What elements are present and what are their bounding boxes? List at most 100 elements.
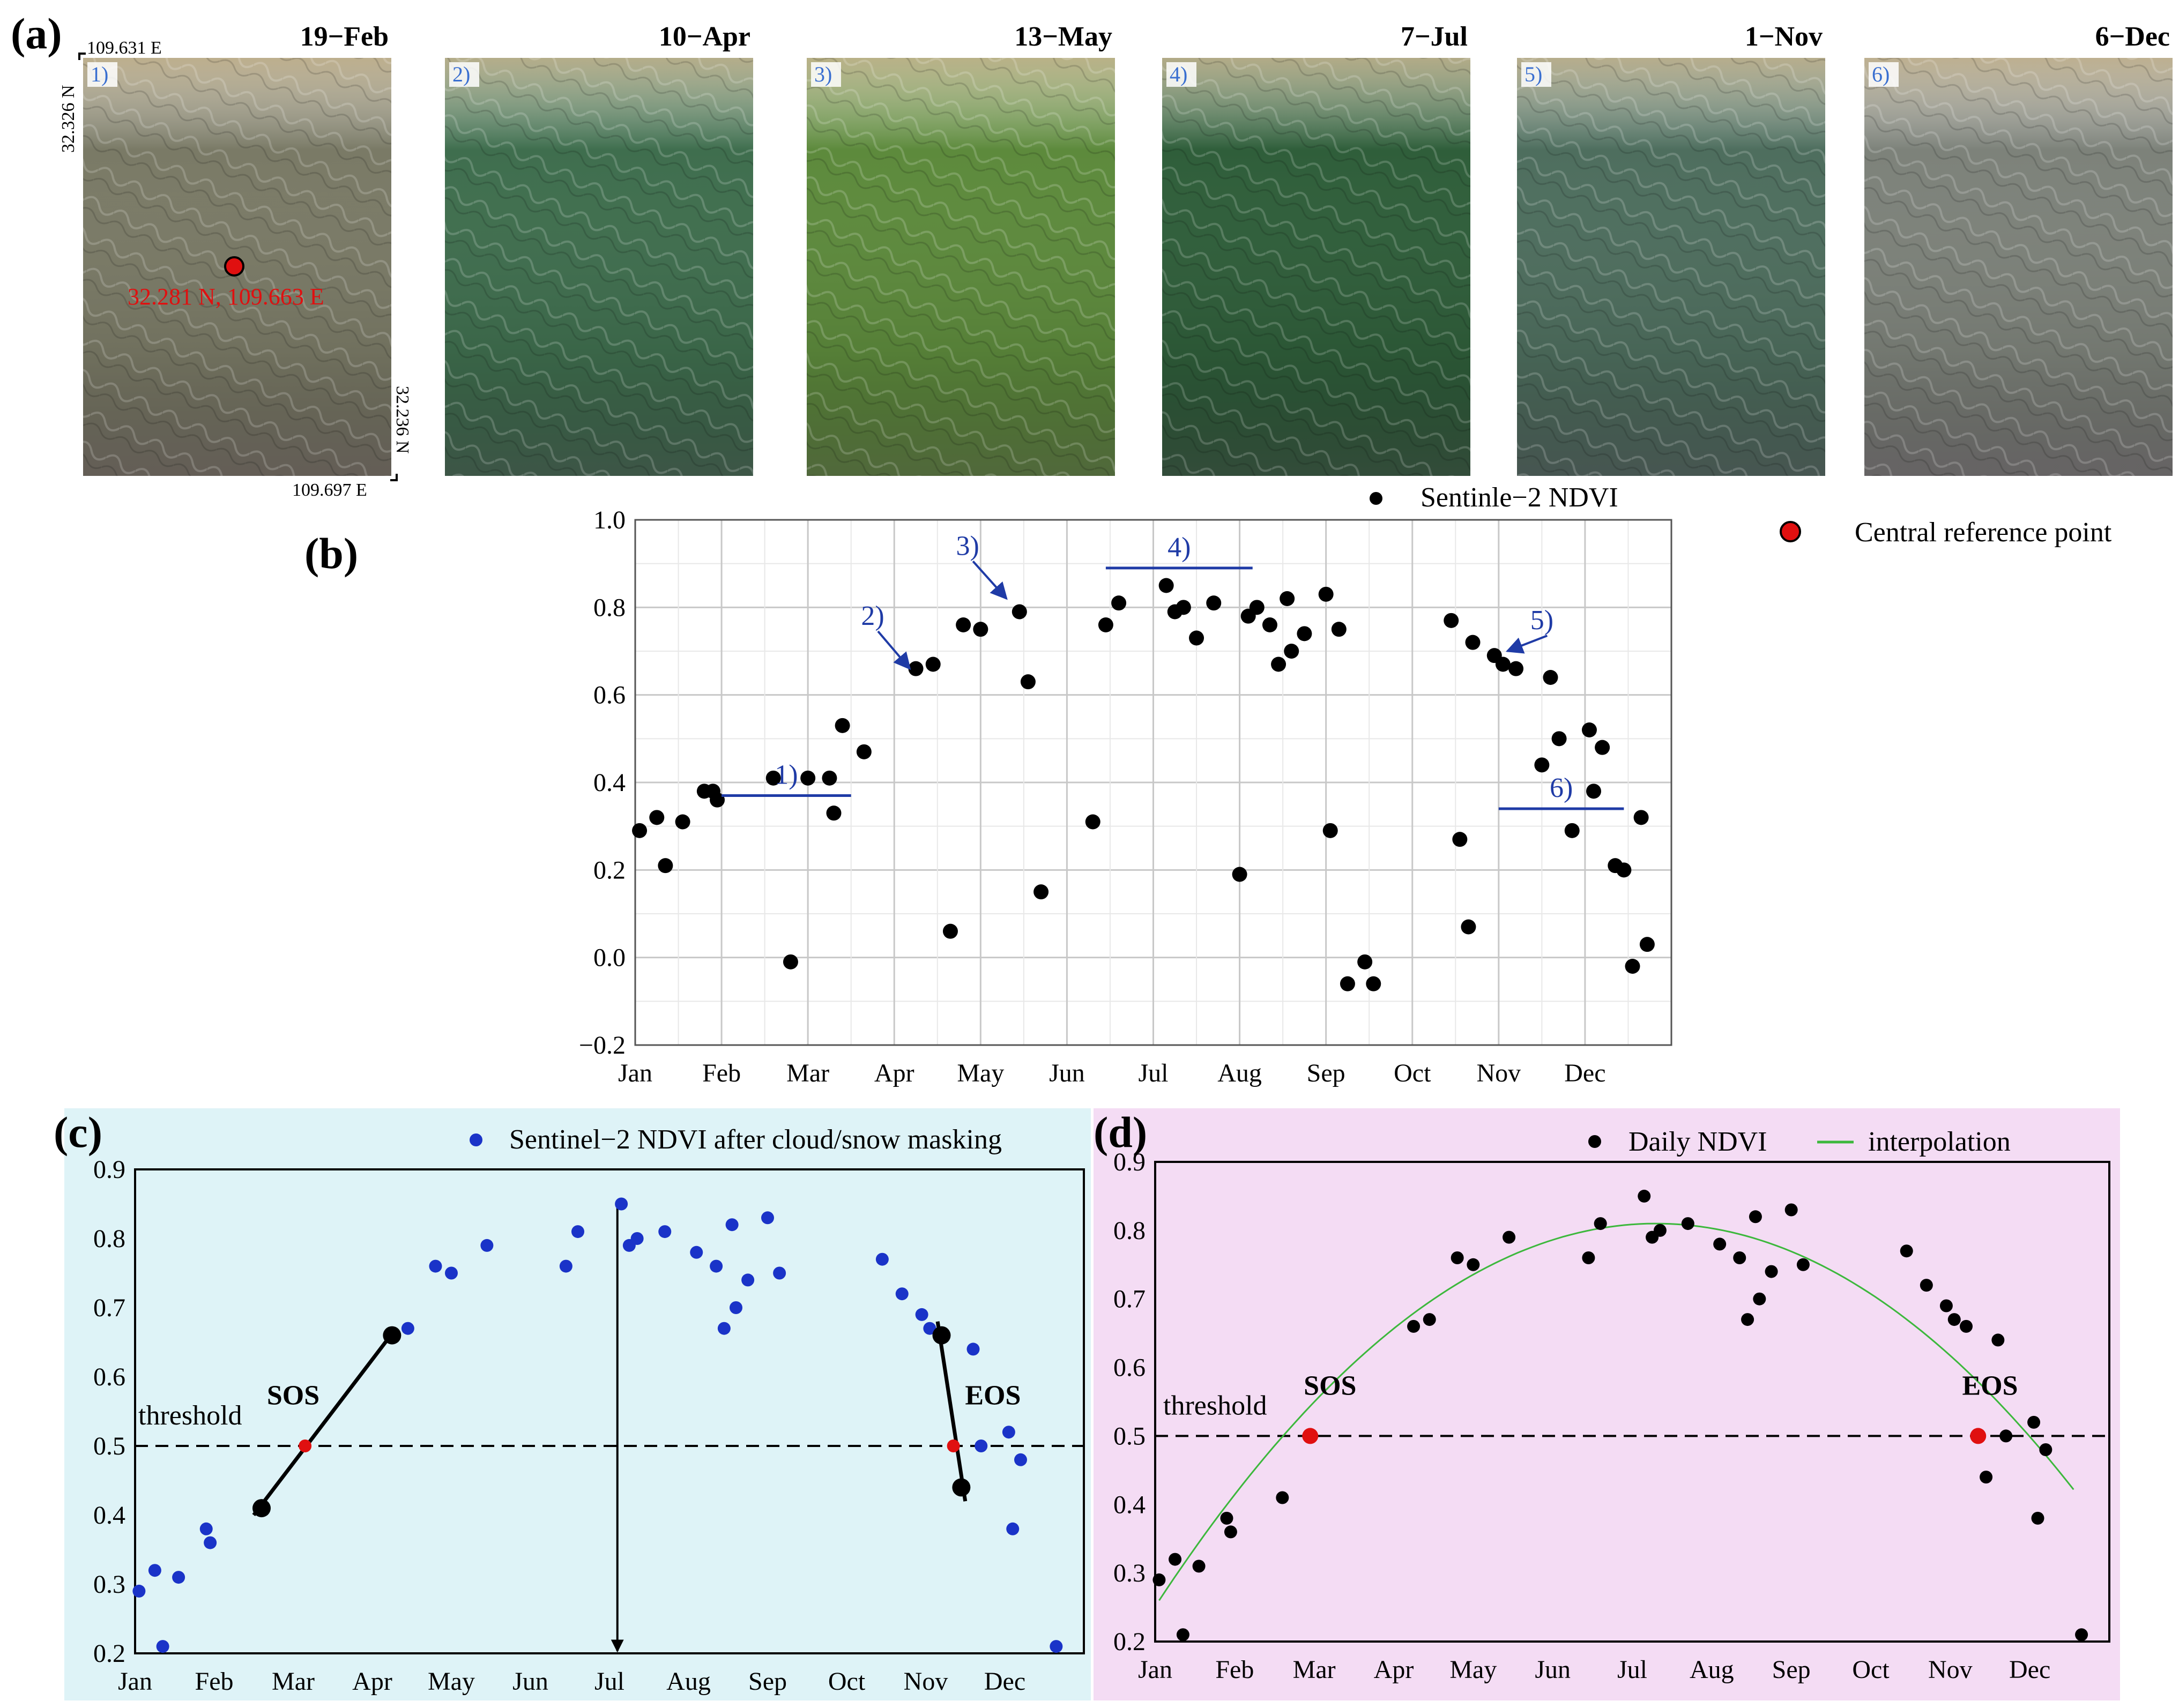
image-number-box bbox=[1166, 62, 1196, 87]
image-ridge-texture bbox=[1162, 58, 1470, 476]
data-point bbox=[1939, 1299, 1953, 1312]
y-tick-label: 0.5 bbox=[93, 1432, 125, 1460]
data-point bbox=[1947, 1313, 1961, 1326]
plot-frame bbox=[1154, 1161, 2110, 1643]
data-point bbox=[1012, 604, 1027, 620]
x-tick-label: Oct bbox=[828, 1667, 866, 1696]
x-tick-label: Sep bbox=[1307, 1059, 1345, 1087]
data-point bbox=[773, 1266, 786, 1280]
data-point bbox=[1713, 1237, 1727, 1251]
data-point bbox=[658, 1225, 672, 1239]
data-point bbox=[1220, 1511, 1233, 1525]
x-tick-label: Jun bbox=[512, 1667, 548, 1696]
data-point bbox=[156, 1640, 169, 1653]
panel-b: (b) Sentinle−2 NDVI Central reference po… bbox=[304, 482, 2112, 1087]
data-point bbox=[429, 1259, 442, 1273]
data-point bbox=[761, 1211, 774, 1225]
x-tick-label: Apr bbox=[1374, 1655, 1414, 1684]
data-point bbox=[1224, 1525, 1237, 1539]
image-ridge-texture bbox=[1517, 58, 1825, 476]
x-tick-label: Oct bbox=[1852, 1655, 1890, 1684]
image-number-box bbox=[811, 62, 841, 87]
arrow-label: 5) bbox=[1530, 605, 1553, 636]
y-tick-label: 0.3 bbox=[93, 1570, 125, 1599]
data-point bbox=[1452, 832, 1468, 847]
x-tick-label: May bbox=[428, 1667, 475, 1696]
x-tick-label: Sep bbox=[1772, 1655, 1811, 1684]
threshold-crossing bbox=[1302, 1428, 1319, 1444]
threshold-label: threshold bbox=[1163, 1390, 1267, 1421]
data-point bbox=[710, 1259, 723, 1273]
data-point bbox=[1152, 1573, 1166, 1586]
x-tick-label: Aug bbox=[666, 1667, 711, 1696]
satellite-image-1: 1) 19−Feb bbox=[83, 21, 391, 476]
data-point bbox=[826, 805, 842, 821]
data-point bbox=[1176, 600, 1191, 615]
x-tick-label: Jan bbox=[618, 1059, 652, 1087]
data-point bbox=[1582, 1251, 1595, 1264]
data-point bbox=[2031, 1511, 2044, 1525]
data-point bbox=[710, 792, 725, 808]
data-point bbox=[204, 1536, 217, 1549]
data-point bbox=[401, 1322, 414, 1335]
coordinate-labels: 109.631 E 32.326 N 32.236 N 109.697 E 32… bbox=[58, 38, 412, 500]
legend-d-marker bbox=[1588, 1135, 1601, 1148]
data-point bbox=[1999, 1429, 2013, 1443]
image-ridge-texture bbox=[1864, 58, 2173, 476]
right-latitude: 32.236 N bbox=[392, 386, 412, 454]
data-point bbox=[1331, 622, 1347, 637]
x-tick-label: Dec bbox=[1564, 1059, 1605, 1087]
image-ridge-texture bbox=[807, 58, 1115, 476]
period-label: 6) bbox=[1550, 773, 1573, 803]
data-point bbox=[1357, 954, 1373, 969]
data-point bbox=[1595, 740, 1610, 755]
segment-endpoint bbox=[932, 1326, 951, 1345]
data-point bbox=[1980, 1471, 1993, 1484]
data-point bbox=[923, 1322, 936, 1335]
data-point bbox=[1551, 731, 1567, 747]
y-tick-label: 0.2 bbox=[93, 1639, 125, 1668]
satellite-image-2: 2) 10−Apr bbox=[445, 21, 753, 476]
image-number-box bbox=[87, 62, 117, 87]
data-point bbox=[1262, 617, 1277, 632]
data-point bbox=[942, 923, 958, 939]
y-tick-label: 0.9 bbox=[93, 1155, 125, 1184]
x-tick-label: Jun bbox=[1049, 1059, 1085, 1087]
x-tick-label: Dec bbox=[2009, 1655, 2050, 1684]
data-point bbox=[1098, 617, 1113, 632]
data-point bbox=[1741, 1313, 1754, 1326]
data-point bbox=[690, 1245, 703, 1259]
data-point bbox=[765, 770, 781, 786]
threshold-crossing bbox=[1970, 1428, 1987, 1444]
y-tick-label: 0.4 bbox=[1113, 1490, 1146, 1519]
data-point bbox=[2027, 1415, 2041, 1429]
x-tick-label: Nov bbox=[904, 1667, 948, 1696]
fit-segment bbox=[935, 1321, 968, 1502]
data-point bbox=[966, 1342, 980, 1356]
data-point bbox=[1206, 595, 1222, 611]
data-point bbox=[908, 661, 924, 676]
panel-d: (d) Daily NDVI interpolation 0.90.80.70.… bbox=[1094, 1108, 2120, 1700]
segment-endpoint bbox=[952, 1478, 971, 1497]
legend-c-marker bbox=[470, 1133, 482, 1146]
annotation-arrow bbox=[877, 630, 911, 670]
data-point bbox=[725, 1218, 739, 1232]
panel-c: (c) Sentinel−2 NDVI after cloud/snow mas… bbox=[54, 1108, 1091, 1700]
data-point bbox=[1423, 1313, 1436, 1326]
y-tick-label: 0.6 bbox=[1113, 1354, 1146, 1382]
data-point bbox=[1280, 591, 1295, 606]
y-tick-label: 0.8 bbox=[1113, 1217, 1146, 1245]
threshold-crossing bbox=[947, 1440, 960, 1452]
data-point bbox=[1176, 1628, 1189, 1642]
data-point bbox=[822, 770, 837, 786]
period-label: 1) bbox=[775, 760, 798, 790]
data-point bbox=[800, 770, 816, 786]
data-point bbox=[741, 1273, 755, 1287]
x-tick-label: Mar bbox=[1293, 1655, 1336, 1684]
x-tick-label: Nov bbox=[1928, 1655, 1973, 1684]
data-point bbox=[915, 1308, 928, 1321]
data-point bbox=[1461, 919, 1476, 935]
y-tick-label: 0.9 bbox=[1113, 1148, 1146, 1176]
